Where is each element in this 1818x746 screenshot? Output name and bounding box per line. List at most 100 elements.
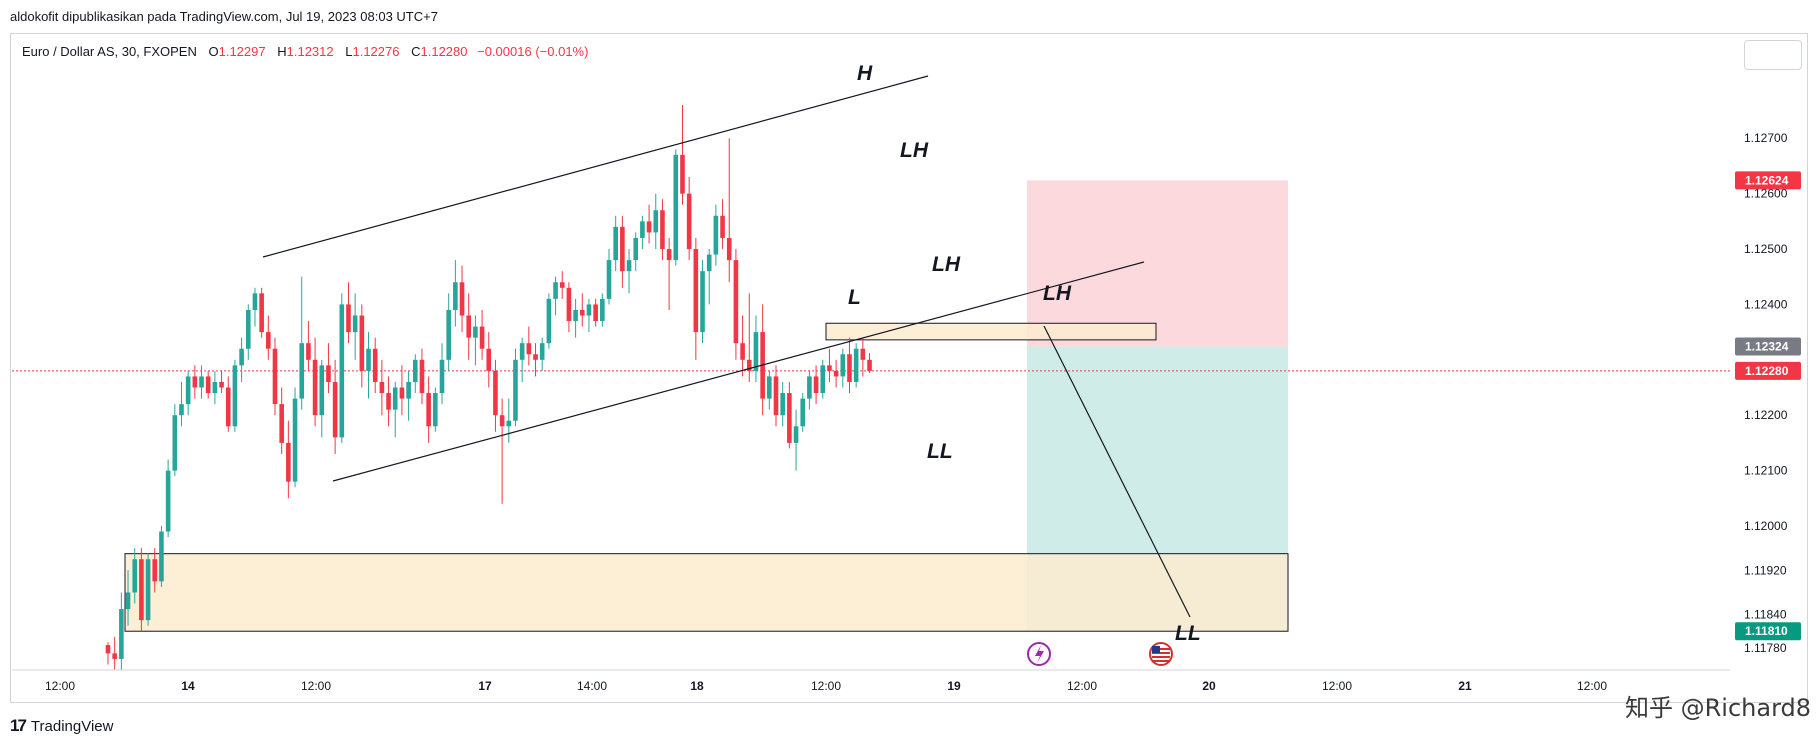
price-tick-label: 1.12400 bbox=[1744, 297, 1788, 311]
time-tick-label: 12:00 bbox=[45, 679, 75, 693]
candle-body bbox=[152, 559, 158, 582]
candle-body bbox=[646, 221, 652, 233]
candle-body bbox=[479, 326, 485, 349]
time-tick-label: 18 bbox=[690, 679, 704, 693]
candle-body bbox=[332, 381, 338, 438]
candle-body bbox=[392, 387, 398, 410]
structure-label: L bbox=[848, 286, 861, 309]
time-tick-label: 12:00 bbox=[1322, 679, 1352, 693]
candle-body bbox=[740, 343, 745, 360]
flag-stripe bbox=[1152, 648, 1170, 650]
resistance-zone bbox=[825, 322, 1157, 341]
stop-loss-zone bbox=[1027, 180, 1288, 347]
candle-body bbox=[439, 359, 445, 394]
candle-body bbox=[426, 393, 431, 427]
candle-body bbox=[813, 376, 819, 394]
candle-body bbox=[553, 282, 558, 299]
candle-body bbox=[733, 260, 739, 344]
candle-body bbox=[386, 393, 391, 410]
price-tick-label: 1.12100 bbox=[1744, 464, 1788, 478]
open-value: 1.12297 bbox=[218, 44, 266, 59]
candle-body bbox=[519, 343, 525, 360]
chart-frame[interactable] bbox=[10, 33, 1808, 703]
candle-body bbox=[820, 365, 826, 394]
candle-body bbox=[566, 287, 572, 322]
time-tick-label: 12:00 bbox=[301, 679, 331, 693]
candle-body bbox=[853, 348, 859, 382]
candle-body bbox=[746, 359, 752, 371]
candle-body bbox=[299, 343, 305, 399]
structure-label: LH bbox=[900, 139, 929, 162]
candle-body bbox=[680, 154, 685, 194]
candle-body bbox=[319, 365, 325, 416]
candle-body bbox=[125, 592, 131, 610]
candle-body bbox=[346, 304, 351, 333]
tradingview-logo-icon[interactable]: 17 bbox=[10, 716, 27, 735]
candle-body bbox=[827, 365, 832, 371]
time-tick-label: 14 bbox=[181, 679, 195, 693]
candle-body bbox=[199, 376, 204, 388]
candle-body bbox=[860, 348, 866, 360]
candle-body bbox=[613, 226, 618, 261]
candle-body bbox=[179, 404, 184, 416]
candle-body bbox=[600, 298, 605, 322]
candle-body bbox=[165, 470, 171, 532]
drawings-layer: H LH LH L LH LL LL bbox=[262, 62, 1201, 645]
structure-label: LL bbox=[1175, 622, 1201, 645]
candle-body bbox=[366, 348, 371, 371]
price-tick-label: 1.12500 bbox=[1744, 242, 1788, 256]
candle-body bbox=[493, 370, 498, 416]
price-tick-label: 1.11920 bbox=[1744, 563, 1787, 577]
candle-body bbox=[399, 387, 405, 399]
time-tick-label: 14:00 bbox=[577, 679, 607, 693]
price-badge-label: 1.12280 bbox=[1745, 364, 1789, 378]
candle-body bbox=[159, 531, 164, 582]
zones-layer bbox=[12, 180, 1730, 632]
price-tick-label: 1.11780 bbox=[1744, 641, 1787, 655]
candle-body bbox=[339, 304, 345, 438]
candle-body bbox=[840, 354, 846, 377]
candle-body bbox=[726, 237, 732, 261]
candle-body bbox=[793, 426, 799, 443]
structure-label: LH bbox=[932, 253, 961, 276]
candle-body bbox=[119, 609, 124, 659]
candle-body bbox=[185, 376, 191, 405]
candle-body bbox=[359, 315, 365, 371]
candle-body bbox=[272, 348, 278, 405]
candle-body bbox=[139, 559, 144, 621]
close-value: 1.12280 bbox=[420, 44, 468, 59]
time-tick-label: 20 bbox=[1202, 679, 1216, 693]
candle-body bbox=[800, 398, 806, 427]
candle-body bbox=[633, 237, 639, 261]
flag-canton bbox=[1152, 646, 1160, 653]
price-badge bbox=[1735, 171, 1801, 190]
candle-body bbox=[292, 398, 298, 482]
flag-stripe bbox=[1152, 656, 1170, 658]
candle-body bbox=[773, 376, 779, 416]
candle-body bbox=[453, 282, 458, 310]
candle-body bbox=[787, 393, 792, 443]
candle-body bbox=[693, 249, 699, 333]
price-badge-label: 1.12624 bbox=[1745, 173, 1789, 187]
brand-name[interactable]: TradingView bbox=[30, 717, 114, 735]
candle-body bbox=[593, 304, 598, 322]
chart-settings-button[interactable] bbox=[1744, 40, 1802, 70]
ohlc-legend: Euro / Dollar AS, 30, FXOPEN O1.12297 H1… bbox=[22, 44, 588, 59]
structure-label: LL bbox=[927, 440, 953, 463]
time-tick-label: 17 bbox=[478, 679, 492, 693]
change-value: −0.00016 (−0.01%) bbox=[477, 44, 589, 59]
candle-body bbox=[559, 282, 565, 288]
candle-body bbox=[486, 348, 492, 371]
candle-body bbox=[446, 309, 451, 360]
candle-body bbox=[232, 365, 238, 427]
candle-body bbox=[526, 343, 532, 355]
candle-body bbox=[706, 254, 712, 272]
flag-stripe bbox=[1152, 652, 1170, 654]
symbol-title[interactable]: Euro / Dollar AS, 30, FXOPEN bbox=[22, 44, 197, 59]
candle-body bbox=[539, 343, 545, 360]
price-badge-label: 1.12324 bbox=[1745, 340, 1789, 354]
channel-lower-line bbox=[332, 261, 1145, 482]
candle-body bbox=[533, 354, 538, 360]
candle-body bbox=[606, 260, 612, 299]
